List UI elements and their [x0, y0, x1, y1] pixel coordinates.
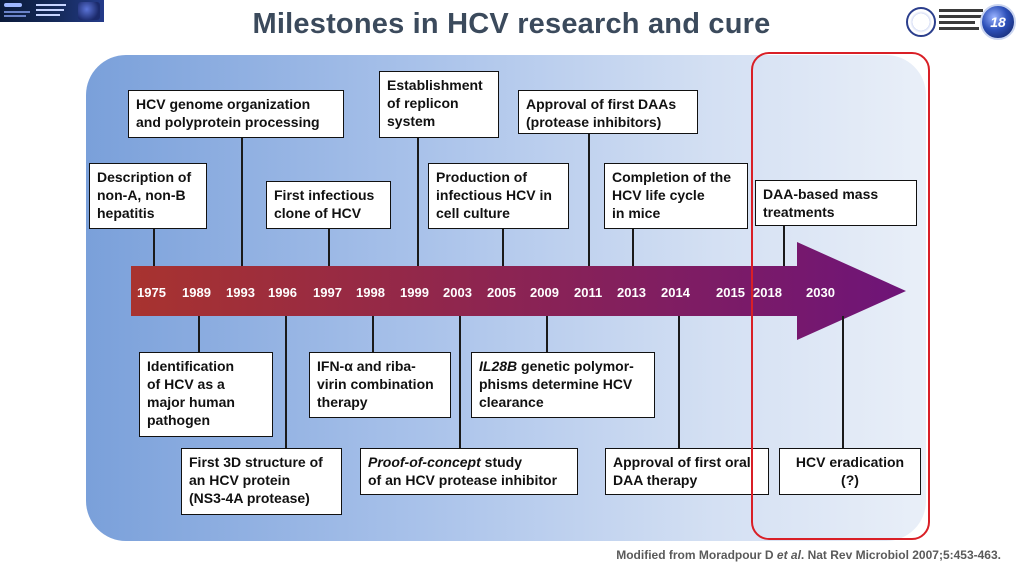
event-box-2014: Approval of first oral DAA therapy — [605, 448, 769, 495]
year-label: 2003 — [443, 285, 472, 300]
connector-line — [678, 316, 680, 448]
university-logo: 18 — [906, 4, 1016, 42]
citation-text-end: . Nat Rev Microbiol 2007;5:453-463. — [800, 548, 1001, 562]
year-label: 1993 — [226, 285, 255, 300]
connector-line — [241, 138, 243, 266]
year-label: 1996 — [268, 285, 297, 300]
year-label: 2005 — [487, 285, 516, 300]
connector-line — [328, 228, 330, 266]
future-highlight-frame — [751, 52, 930, 540]
anniversary-badge-icon: 18 — [980, 4, 1016, 40]
event-box-1998: IFN-α and riba- virin combination therap… — [309, 352, 451, 418]
year-label: 2011 — [574, 285, 603, 300]
year-label: 1998 — [356, 285, 385, 300]
connector-line — [459, 316, 461, 448]
year-label: 2015 — [716, 285, 745, 300]
citation-text: Modified from Moradpour D — [616, 548, 777, 562]
conference-logo — [0, 0, 104, 22]
event-box-2005: Production of infectious HCV in cell cul… — [428, 163, 569, 229]
source-citation: Modified from Moradpour D et al. Nat Rev… — [616, 548, 1001, 562]
event-box-2018: DAA-based mass treatments — [755, 180, 917, 226]
year-label: 2014 — [661, 285, 690, 300]
year-label: 1975 — [137, 285, 166, 300]
connector-line — [153, 228, 155, 266]
citation-italic: et al — [776, 548, 801, 562]
event-box-1993: HCV genome organization and polyprotein … — [128, 90, 344, 138]
university-name-wordmark — [939, 9, 983, 33]
connector-line — [417, 137, 419, 266]
year-label: 1989 — [182, 285, 211, 300]
year-label: 1999 — [400, 285, 429, 300]
event-box-1996: First 3D structure of an HCV protein (NS… — [181, 448, 342, 515]
badge-number: 18 — [990, 14, 1006, 30]
event-box-1989: Identification of HCV as a major human p… — [139, 352, 273, 437]
event-box-2003: Proof-of-concept study of an HCV proteas… — [360, 448, 578, 495]
connector-line — [372, 316, 374, 352]
year-label: 2030 — [806, 285, 835, 300]
year-label: 2009 — [530, 285, 559, 300]
event-box-2013: Completion of the HCV life cycle in mice — [604, 163, 748, 229]
year-label: 1997 — [313, 285, 342, 300]
event-text: genetic polymor- phisms determine HCV cl… — [479, 358, 634, 410]
event-italic-term: Proof-of-concept — [368, 454, 481, 470]
university-seal-icon — [906, 7, 936, 37]
connector-line — [502, 228, 504, 266]
connector-line — [632, 228, 634, 266]
connector-line — [783, 226, 785, 266]
event-box-2009: IL28B genetic polymor- phisms determine … — [471, 352, 655, 418]
connector-line — [588, 133, 590, 266]
year-label: 2013 — [617, 285, 646, 300]
connector-line — [198, 316, 200, 352]
slide-title: Milestones in HCV research and cure — [252, 8, 771, 40]
event-box-1975: Description of non-A, non-B hepatitis — [89, 163, 207, 229]
event-italic-term: IL28B — [479, 358, 518, 374]
event-text: study of an HCV protease inhibitor — [368, 454, 558, 488]
event-box-1999: Establishment of replicon system — [379, 71, 499, 138]
event-box-1997: First infectious clone of HCV — [266, 181, 391, 229]
event-box-2030: HCV eradication (?) — [779, 448, 921, 495]
connector-line — [285, 316, 287, 448]
connector-line — [842, 316, 844, 448]
connector-line — [546, 316, 548, 352]
year-label: 2018 — [753, 285, 782, 300]
event-box-2011: Approval of first DAAs (protease inhibit… — [518, 90, 698, 134]
